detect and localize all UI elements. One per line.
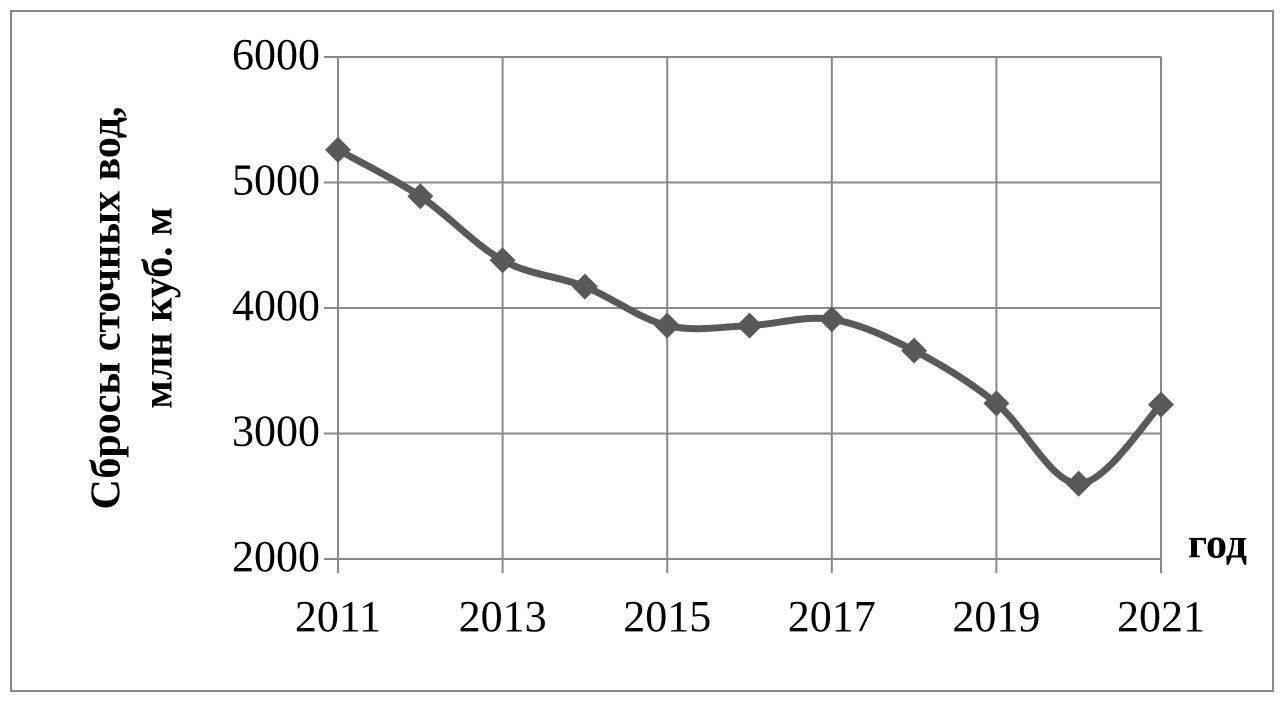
x-tick-label: 2019 bbox=[952, 592, 1040, 641]
chart-frame bbox=[10, 10, 1274, 692]
marker bbox=[818, 306, 845, 333]
marker bbox=[325, 136, 351, 163]
marker bbox=[1065, 470, 1092, 497]
x-tick-label: 2015 bbox=[623, 592, 711, 641]
marker bbox=[983, 390, 1010, 417]
y-axis-label: Сбросы сточных вод, bbox=[84, 107, 130, 510]
marker bbox=[571, 273, 598, 300]
x-axis-label: год bbox=[1188, 522, 1247, 568]
y-tick-label: 6000 bbox=[232, 30, 320, 79]
x-tick-label: 2021 bbox=[1117, 592, 1205, 641]
x-tick-label: 2011 bbox=[295, 592, 381, 641]
marker bbox=[654, 312, 681, 339]
marker bbox=[736, 312, 763, 339]
marker bbox=[901, 337, 928, 364]
x-tick-label: 2013 bbox=[459, 592, 547, 641]
marker bbox=[489, 247, 516, 274]
y-tick-label: 3000 bbox=[232, 407, 320, 456]
x-tick-label: 2017 bbox=[788, 592, 876, 641]
y-axis-label: млн куб. м bbox=[136, 207, 182, 409]
y-tick-label: 4000 bbox=[232, 281, 320, 330]
marker bbox=[407, 183, 434, 210]
marker bbox=[1148, 391, 1174, 418]
y-tick-label: 5000 bbox=[232, 156, 320, 205]
y-tick-label: 2000 bbox=[232, 532, 320, 581]
